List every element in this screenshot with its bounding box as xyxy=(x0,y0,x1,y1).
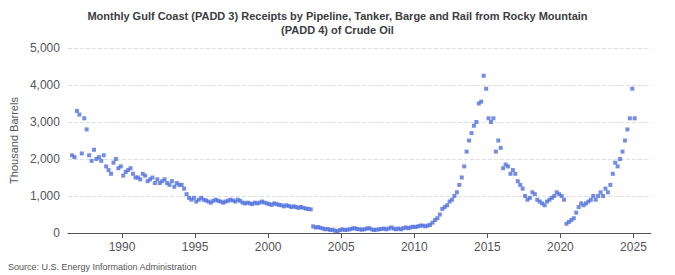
svg-text:(PADD 4) of Crude Oil: (PADD 4) of Crude Oil xyxy=(281,24,394,36)
svg-text:1990: 1990 xyxy=(109,240,136,254)
svg-text:2005: 2005 xyxy=(328,240,355,254)
svg-text:0: 0 xyxy=(53,226,60,240)
svg-text:2000: 2000 xyxy=(255,240,282,254)
svg-text:2015: 2015 xyxy=(474,240,501,254)
svg-text:3,000: 3,000 xyxy=(30,115,60,129)
svg-text:2020: 2020 xyxy=(547,240,574,254)
svg-text:Monthly Gulf Coast (PADD 3) Re: Monthly Gulf Coast (PADD 3) Receipts by … xyxy=(87,10,587,22)
svg-text:1,000: 1,000 xyxy=(30,189,60,203)
svg-text:2010: 2010 xyxy=(401,240,428,254)
svg-text:4,000: 4,000 xyxy=(30,78,60,92)
svg-text:2,000: 2,000 xyxy=(30,152,60,166)
svg-text:2025: 2025 xyxy=(620,240,647,254)
svg-text:Thousand Barrels: Thousand Barrels xyxy=(8,97,20,184)
svg-text:5,000: 5,000 xyxy=(30,41,60,55)
svg-text:Source: U.S. Energy Informatio: Source: U.S. Energy Information Administ… xyxy=(8,262,197,272)
svg-text:1995: 1995 xyxy=(182,240,209,254)
